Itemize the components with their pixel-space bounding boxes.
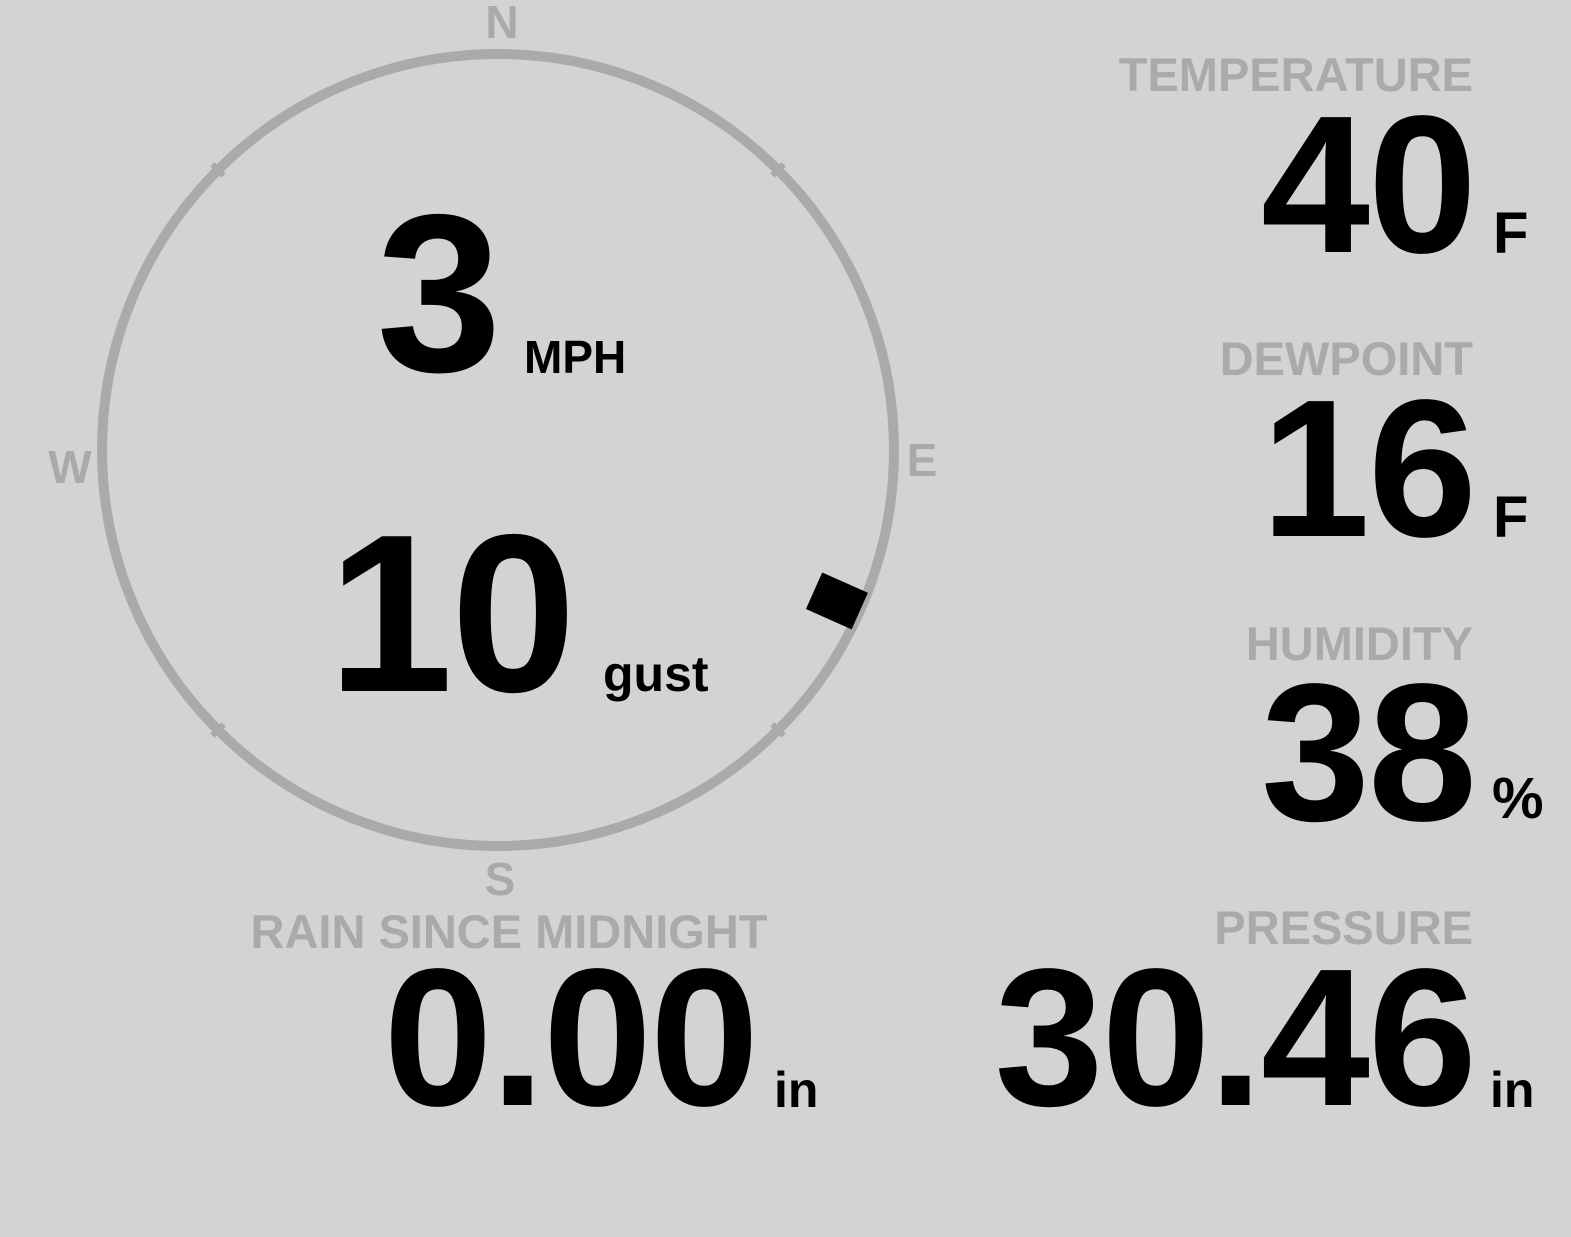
pressure-label: PRESSURE [1214, 901, 1473, 954]
temperature-unit: F [1493, 201, 1529, 266]
humidity-label: HUMIDITY [1245, 617, 1473, 670]
wind-gust-label: gust [603, 646, 709, 702]
compass-tick [770, 722, 786, 738]
humidity-unit: % [1492, 766, 1544, 831]
humidity-value: 38 [1260, 643, 1477, 862]
compass-south: S [484, 853, 516, 905]
dewpoint-label: DEWPOINT [1219, 332, 1473, 385]
temperature-label: TEMPERATURE [1118, 48, 1473, 101]
compass-tick [210, 162, 226, 178]
compass-north: N [485, 0, 519, 48]
rain-unit: in [774, 1062, 819, 1118]
wind-gust-value: 10 [327, 487, 576, 739]
dewpoint-value: 16 [1260, 359, 1477, 578]
wind-direction-marker [805, 572, 868, 630]
pressure-unit: in [1490, 1062, 1535, 1118]
temperature-value: 40 [1260, 75, 1477, 294]
rain-value: 0.00 [383, 928, 759, 1147]
compass-tick [210, 722, 226, 738]
rain-label: RAIN SINCE MIDNIGHT [250, 905, 768, 958]
wind-speed-unit: MPH [524, 331, 627, 383]
pressure-value: 30.46 [994, 928, 1477, 1147]
compass-west: W [48, 441, 92, 493]
wind-speed-value: 3 [376, 167, 501, 419]
dewpoint-unit: F [1493, 485, 1529, 550]
compass-east: E [906, 434, 938, 486]
compass-tick [770, 162, 786, 178]
compass-ring [97, 49, 899, 851]
